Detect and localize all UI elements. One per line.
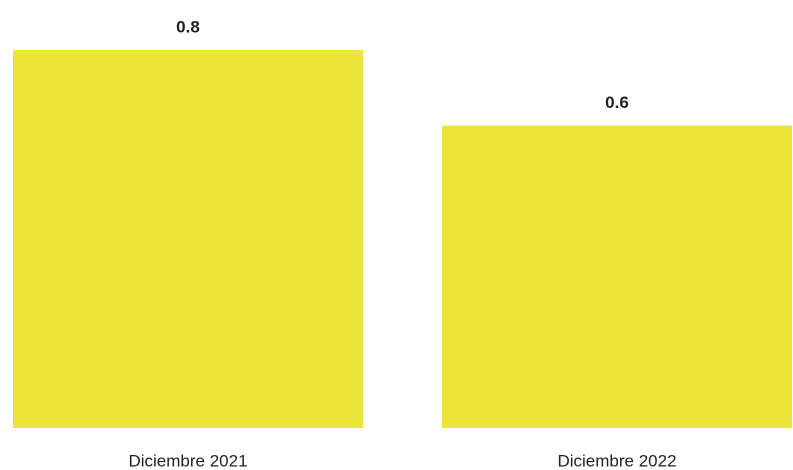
x-tick-label: Diciembre 2022 [557, 451, 676, 470]
bar [13, 50, 363, 428]
value-label: 0.8 [176, 17, 200, 36]
value-label: 0.6 [605, 93, 629, 112]
bar [442, 125, 792, 428]
x-tick-label: Diciembre 2021 [128, 451, 247, 470]
